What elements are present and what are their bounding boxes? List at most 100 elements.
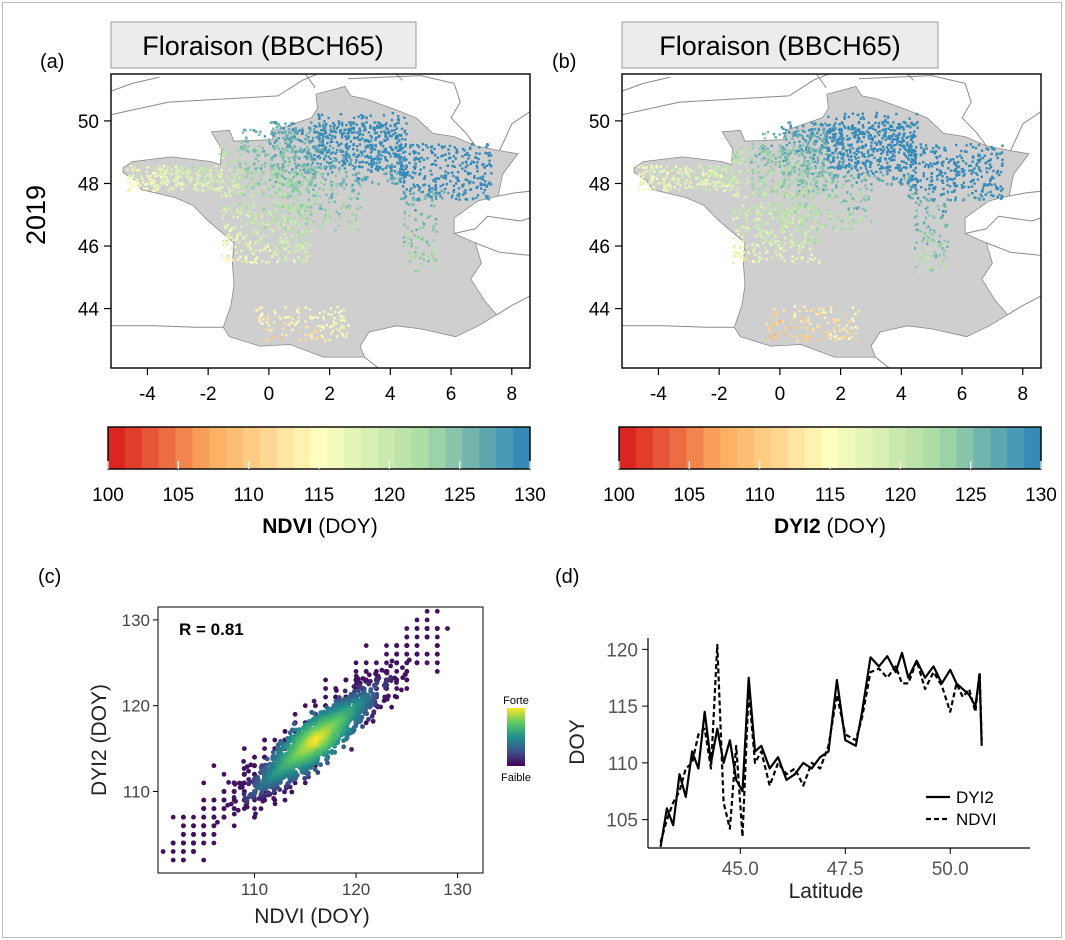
phenology-dot [837,164,840,168]
phenology-dot [425,193,429,197]
phenology-dot [814,172,817,175]
phenology-dot [288,143,291,146]
phenology-dot [893,150,896,154]
phenology-dot [224,153,227,156]
phenology-dot [282,165,285,168]
phenology-dot [989,179,992,182]
phenology-dot [882,128,886,131]
phenology-dot [266,321,269,324]
phenology-dot [918,203,921,207]
phenology-dot [758,212,761,215]
phenology-dot [821,170,824,173]
phenology-dot [851,147,854,150]
phenology-dot [318,137,322,140]
phenology-dot [295,164,298,167]
phenology-dot [287,146,291,150]
phenology-dot [930,172,934,175]
phenology-dot [353,131,356,134]
phenology-dot [299,173,302,176]
phenology-dot [357,165,361,168]
phenology-dot [902,139,906,143]
phenology-dot [350,186,354,189]
phenology-dot [813,140,816,144]
phenology-dot [464,192,467,195]
phenology-dot [423,222,426,226]
phenology-dot [887,150,890,153]
phenology-dot [289,220,293,223]
phenology-dot [247,167,250,171]
phenology-dot [394,182,397,185]
phenology-dot [801,135,804,138]
phenology-dot [416,184,419,187]
phenology-dot [476,170,479,173]
phenology-dot [330,184,333,187]
phenology-dot [792,147,795,150]
phenology-dot [283,227,287,231]
phenology-dot [933,231,936,234]
phenology-dot [835,147,838,150]
phenology-dot [295,166,298,169]
phenology-dot [402,151,405,154]
phenology-dot [276,122,279,125]
phenology-dot [244,129,247,132]
phenology-dot [735,229,738,232]
phenology-dot [432,227,435,231]
phenology-dot [665,189,669,192]
phenology-dot [842,137,845,140]
phenology-dot [319,173,323,176]
phenology-dot [910,176,914,180]
phenology-dot [768,212,771,215]
phenology-dot [770,160,773,163]
country-border-line [453,215,530,234]
phenology-dot [290,179,293,183]
phenology-dot [836,176,839,179]
phenology-dot [259,203,262,206]
phenology-dot [840,135,843,138]
phenology-dot [866,170,869,174]
phenology-dot [796,163,800,166]
phenology-dot [840,219,844,223]
phenology-dot [942,253,946,256]
panel-a-map-frame [110,73,531,369]
phenology-dot [814,150,817,154]
phenology-dot [488,151,491,155]
phenology-dot [297,316,301,320]
phenology-dot [364,145,367,148]
phenology-dot [256,149,259,152]
phenology-dot [860,146,864,149]
phenology-dot [685,173,688,176]
phenology-dot [831,127,834,130]
phenology-dot [288,315,291,319]
phenology-dot [441,146,444,150]
phenology-dot [158,165,161,168]
phenology-dot [738,252,741,255]
phenology-dot [980,149,984,152]
phenology-dot [770,232,773,235]
phenology-dot [742,251,746,254]
phenology-dot [790,209,793,212]
phenology-dot [286,137,290,140]
phenology-dot [403,210,406,214]
phenology-dot [401,197,404,201]
phenology-dot [390,129,394,132]
phenology-dot [796,227,800,230]
phenology-dot [220,168,223,172]
phenology-dot [782,192,786,195]
phenology-dot [862,153,866,156]
phenology-dot [274,248,278,252]
phenology-dot [751,182,754,186]
phenology-dot [164,171,168,175]
phenology-dot [845,210,848,213]
phenology-dot [936,168,939,171]
phenology-dot [738,181,741,184]
phenology-dot [483,183,486,186]
phenology-dot [267,314,270,318]
phenology-dot [309,317,312,320]
phenology-dot [355,136,358,140]
phenology-dot [366,154,369,158]
phenology-dot [296,243,300,247]
phenology-dot [736,223,739,227]
phenology-dot [866,151,870,155]
phenology-dot [396,134,399,138]
phenology-dot [399,180,402,183]
